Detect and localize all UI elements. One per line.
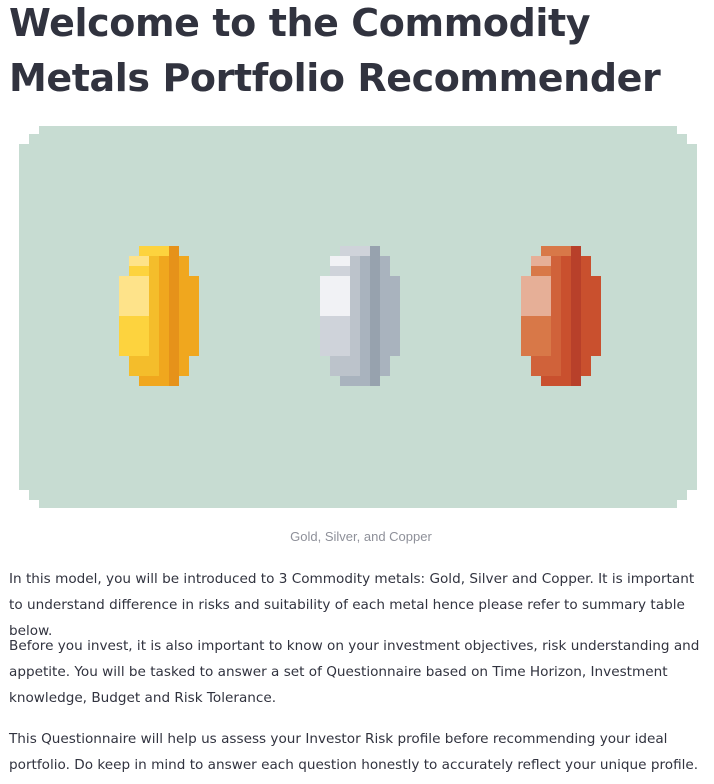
investment-objectives-paragraph: Before you invest, it is also important … [9, 638, 700, 706]
intro-paragraph: In this model, you will be introduced to… [9, 571, 695, 639]
metals-banner-image [19, 126, 697, 508]
copper-coin-icon [521, 246, 601, 386]
page-title: Welcome to the Commodity Metals Portfoli… [9, 1, 661, 100]
questionnaire-paragraph: This Questionnaire will help us assess y… [9, 731, 699, 773]
banner-caption: Gold, Silver, and Copper [290, 529, 432, 544]
banner-svg [19, 126, 697, 508]
silver-coin-icon [320, 246, 400, 386]
gold-coin-icon [119, 246, 199, 386]
